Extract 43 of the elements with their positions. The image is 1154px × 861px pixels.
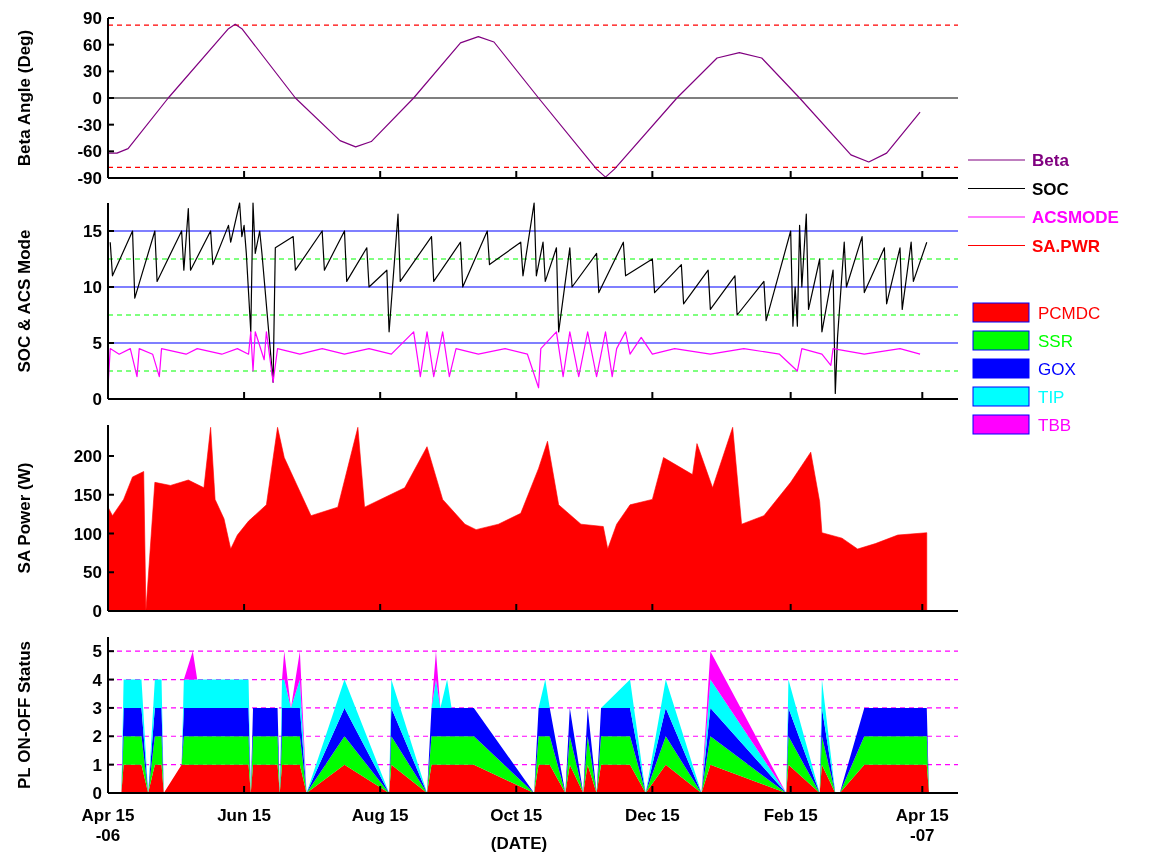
y-tick-label: 150 <box>73 485 102 505</box>
y-axis-title: PL ON-OFF Status <box>15 641 34 789</box>
y-tick-label: 4 <box>92 670 103 690</box>
x-tick-label: Aug 15 <box>351 806 409 825</box>
legend-label: TIP <box>1038 388 1065 407</box>
y-tick-label: -90 <box>77 169 102 188</box>
y-tick-label: 50 <box>83 563 102 583</box>
y-tick-label: 60 <box>83 35 102 55</box>
y-tick-label: 30 <box>83 62 102 82</box>
y-tick-label: 3 <box>92 698 102 718</box>
y-tick-label: 5 <box>92 642 102 662</box>
y-tick-label: 0 <box>92 784 102 803</box>
y-tick-label: -60 <box>77 142 102 162</box>
x-tick-label: Feb 15 <box>763 806 818 825</box>
legend-label: Beta <box>1032 151 1070 170</box>
y-tick-label: 100 <box>73 524 102 544</box>
y-tick-label: 200 <box>73 447 102 466</box>
y-tick-label: 0 <box>92 602 102 621</box>
y-tick-label: 0 <box>92 390 102 409</box>
x-tick-label: Dec 15 <box>624 806 680 825</box>
y-tick-label: 90 <box>83 9 102 28</box>
legend-label: TBB <box>1038 416 1072 435</box>
x-tick-label: Jun 15 <box>217 806 272 825</box>
y-tick-label: 0 <box>92 89 102 108</box>
y-tick-label: -30 <box>77 115 102 135</box>
legend-label: ACSMODE <box>1032 208 1119 227</box>
y-axis-title: SA Power (W) <box>15 462 34 574</box>
y-axis-title: SOC & ACS Mode <box>15 229 34 373</box>
legend-label: SSR <box>1038 332 1073 351</box>
legend-label: PCMDC <box>1038 304 1101 323</box>
y-tick-label: 10 <box>83 278 102 297</box>
legend-label: GOX <box>1038 360 1076 379</box>
y-tick-label: 15 <box>83 222 102 241</box>
y-axis-title: Beta Angle (Deg) <box>15 29 34 167</box>
legend-label: SOC <box>1032 179 1069 199</box>
x-tick-label: Oct 15 <box>490 806 543 825</box>
legend-label: SA.PWR <box>1032 236 1100 256</box>
y-tick-label: 1 <box>92 755 102 775</box>
x-axis-title: (DATE) <box>490 834 548 853</box>
x-tick-label: Apr 15 -06 <box>81 806 135 845</box>
y-tick-label: 5 <box>92 334 102 353</box>
y-tick-label: 2 <box>92 727 102 747</box>
x-tick-label: Apr 15 -07 <box>895 806 949 845</box>
